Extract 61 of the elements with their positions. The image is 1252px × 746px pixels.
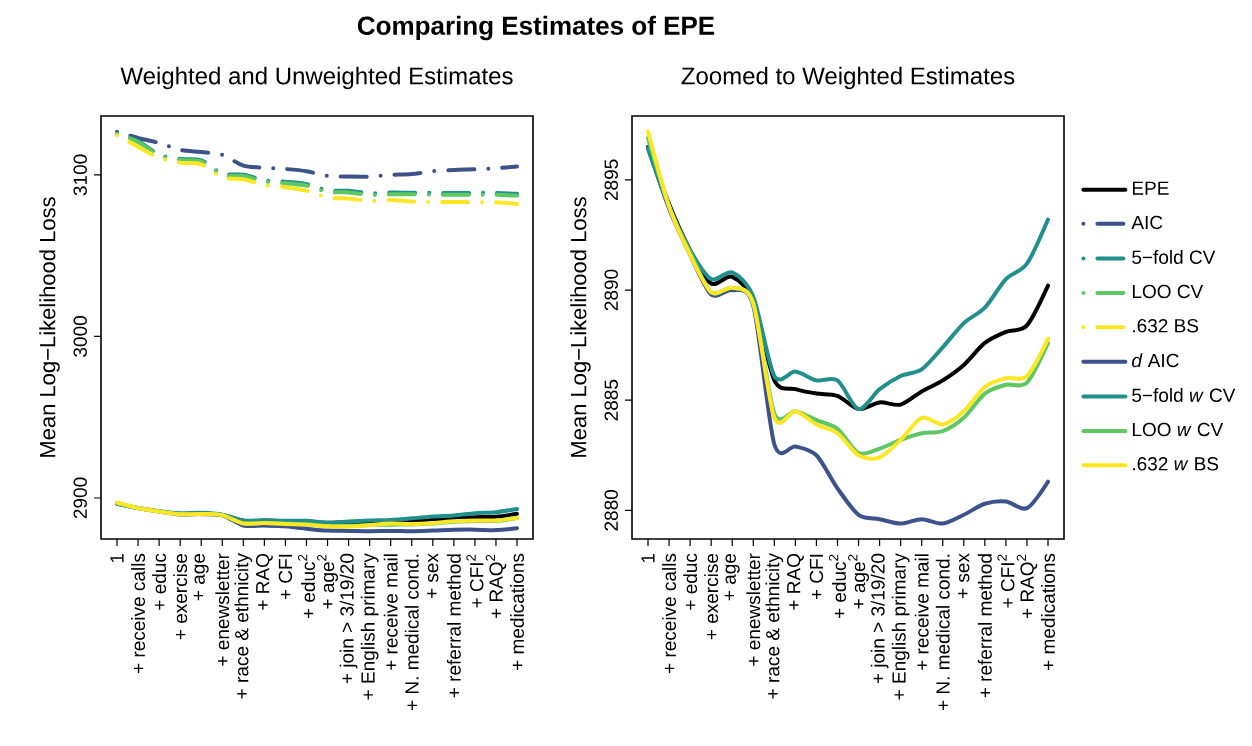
x-tick-label: + N. medical cond.	[935, 554, 950, 710]
x-tick-label: + enewsletter	[746, 553, 761, 666]
x-tick-label: + RAQ$^{2}$	[485, 554, 507, 619]
x-tick-label: + join > 3/19/20	[339, 553, 358, 684]
x-tick-label: + CFI	[809, 554, 824, 600]
y-axis-title: Mean Log−Likelihood Loss	[39, 197, 60, 457]
x-tick-label: + RAQ	[786, 554, 804, 610]
y-tick-label: 2885	[604, 379, 618, 421]
chart-subtitle: Weighted and Unweighted Estimates	[120, 66, 513, 90]
x-tick-label: + race & ethnicity	[765, 553, 784, 699]
x-tick-label: + receive mail	[383, 554, 398, 670]
x-tick-label: + sex	[958, 553, 970, 599]
y-tick-label: 3100	[73, 154, 87, 196]
x-tick-label: + educ	[152, 553, 167, 610]
y-tick-label: 2880	[604, 489, 618, 531]
x-tick-label: 1	[641, 554, 655, 563]
x-tick-label: + medications	[510, 553, 524, 670]
legend-label: d AIC	[1132, 353, 1179, 368]
x-tick-label: + age	[724, 553, 740, 601]
x-tick-label: + referral method	[446, 554, 461, 698]
x-tick-label: + CFI	[278, 554, 293, 600]
legend-label: 5−fold CV	[1132, 249, 1216, 264]
chart-title: Zoomed to Weighted Estimates	[681, 66, 1015, 90]
y-tick-label: 2890	[604, 269, 618, 311]
x-tick-label: + exercise	[173, 553, 188, 640]
legend-label: LOO CV	[1132, 284, 1204, 299]
x-tick-label: 1	[110, 554, 124, 563]
legend-label: .632 BS	[1133, 319, 1199, 333]
y-tick-label: 2895	[604, 159, 618, 201]
x-tick-label: + sex	[427, 553, 439, 599]
x-tick-label: + English primary	[891, 553, 910, 700]
legend-label: 5−fold w CV	[1132, 388, 1236, 403]
x-tick-label: + receive calls	[662, 553, 677, 674]
x-tick-label: + referral method	[977, 554, 992, 698]
x-tick-label: + RAQ	[255, 554, 273, 610]
x-tick-label: + age$^{2}$	[317, 554, 338, 609]
x-tick-label: + educ$^{2}$	[297, 554, 316, 619]
chart-title: Comparing Estimates of EPE	[357, 15, 715, 41]
x-tick-label: + RAQ$^{2}$	[1016, 554, 1038, 619]
y-tick-label: 2900	[73, 477, 87, 519]
legend-label: EPE	[1132, 181, 1169, 195]
y-axis-title: Mean Log−Likelihood Loss	[570, 197, 591, 457]
legend-label: .632 w BS	[1133, 457, 1219, 471]
x-tick-label: + English primary	[360, 553, 379, 700]
legend-label: LOO w CV	[1132, 422, 1224, 437]
legend-label: AIC	[1131, 215, 1163, 230]
x-tick-label: + receive mail	[914, 554, 929, 670]
x-tick-label: + join > 3/19/20	[870, 553, 889, 684]
x-tick-label: + age	[193, 553, 209, 601]
x-tick-label: + CFI$^{2}$	[997, 554, 1015, 608]
x-tick-label: + exercise	[704, 553, 719, 640]
x-tick-label: + enewsletter	[215, 553, 230, 666]
x-tick-label: + medications	[1041, 553, 1055, 670]
x-tick-label: + educ$^{2}$	[828, 554, 847, 619]
x-tick-label: + CFI$^{2}$	[466, 554, 484, 608]
x-tick-label: + race & ethnicity	[234, 553, 253, 699]
x-tick-label: + educ	[683, 553, 698, 610]
x-tick-label: + receive calls	[131, 553, 146, 674]
x-tick-label: + age$^{2}$	[848, 554, 869, 609]
x-tick-label: + N. medical cond.	[404, 554, 419, 711]
y-tick-label: 3000	[73, 316, 87, 357]
